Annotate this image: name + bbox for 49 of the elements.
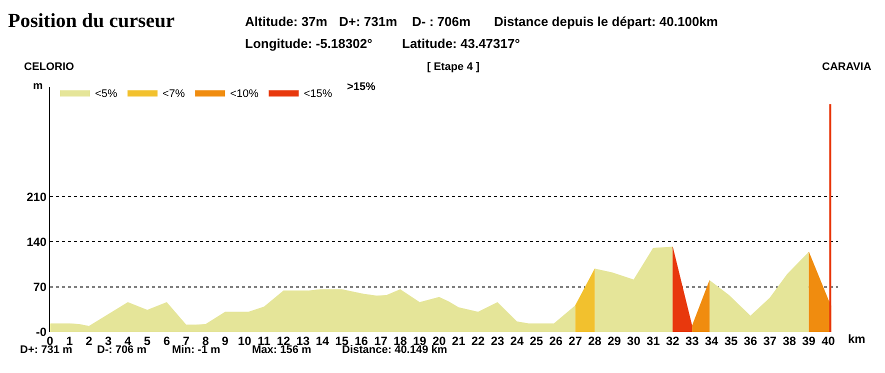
x-tick-label: 6: [163, 334, 170, 348]
x-tick-label: 36: [744, 334, 758, 348]
legend-label: <15%: [304, 88, 332, 100]
x-tick-label: 10: [238, 334, 252, 348]
x-tick-label: 23: [490, 334, 505, 348]
x-tick-label: 32: [666, 334, 680, 348]
x-tick-label: 14: [316, 334, 330, 348]
x-tick-label: 24: [510, 334, 524, 348]
x-tick-label: 9: [222, 334, 229, 348]
text: [ Etape 4 ]: [427, 61, 480, 73]
x-tick-label: 37: [763, 334, 777, 348]
text: Altitude: 37m: [245, 14, 328, 29]
x-tick-label: 3: [105, 334, 112, 348]
chart-title: Position du curseur: [8, 10, 175, 32]
x-tick-label: 38: [782, 334, 796, 348]
x-tick-label: 2: [86, 334, 93, 348]
y-tick-label: 140: [26, 234, 47, 249]
text: D+: 731m: [339, 14, 398, 29]
legend-label: <5%: [95, 88, 118, 100]
text: Latitude: 43.47317°: [402, 36, 520, 51]
x-tick-label: 34: [704, 334, 719, 348]
x-tick-label: 27: [568, 334, 582, 348]
text: CELORIO: [24, 61, 75, 73]
x-tick-label: 17: [374, 334, 388, 348]
text: D- : 706m: [412, 14, 471, 29]
y-tick-label: -0: [36, 325, 47, 340]
x-tick-label: 30: [627, 334, 641, 348]
y-axis-title: m: [33, 80, 43, 92]
y-tick-label: 210: [26, 190, 47, 204]
annotation: >15%: [347, 81, 376, 93]
x-tick-label: 40: [822, 334, 836, 348]
text: Longitude: -5.18302°: [245, 36, 372, 51]
legend-label: <7%: [162, 88, 186, 100]
x-tick-label: 29: [608, 334, 622, 348]
x-tick-label: 39: [802, 334, 816, 348]
y-tick-label: 70: [33, 280, 47, 294]
x-tick-label: 35: [724, 334, 738, 348]
x-tick-label: 26: [549, 334, 563, 348]
text: Distance depuis le départ: 40.100km: [494, 14, 718, 29]
x-tick-label: 25: [530, 334, 544, 348]
x-tick-label: 33: [685, 334, 700, 348]
x-tick-label: 21: [452, 334, 466, 348]
legend-label: <10%: [230, 88, 259, 100]
x-tick-label: 31: [646, 334, 660, 348]
x-tick-label: 28: [588, 334, 602, 348]
x-tick-label: 22: [471, 334, 486, 348]
text: CARAVIA: [822, 61, 872, 73]
x-tick-label: 5: [144, 334, 151, 348]
x-axis-title: km: [848, 332, 866, 346]
